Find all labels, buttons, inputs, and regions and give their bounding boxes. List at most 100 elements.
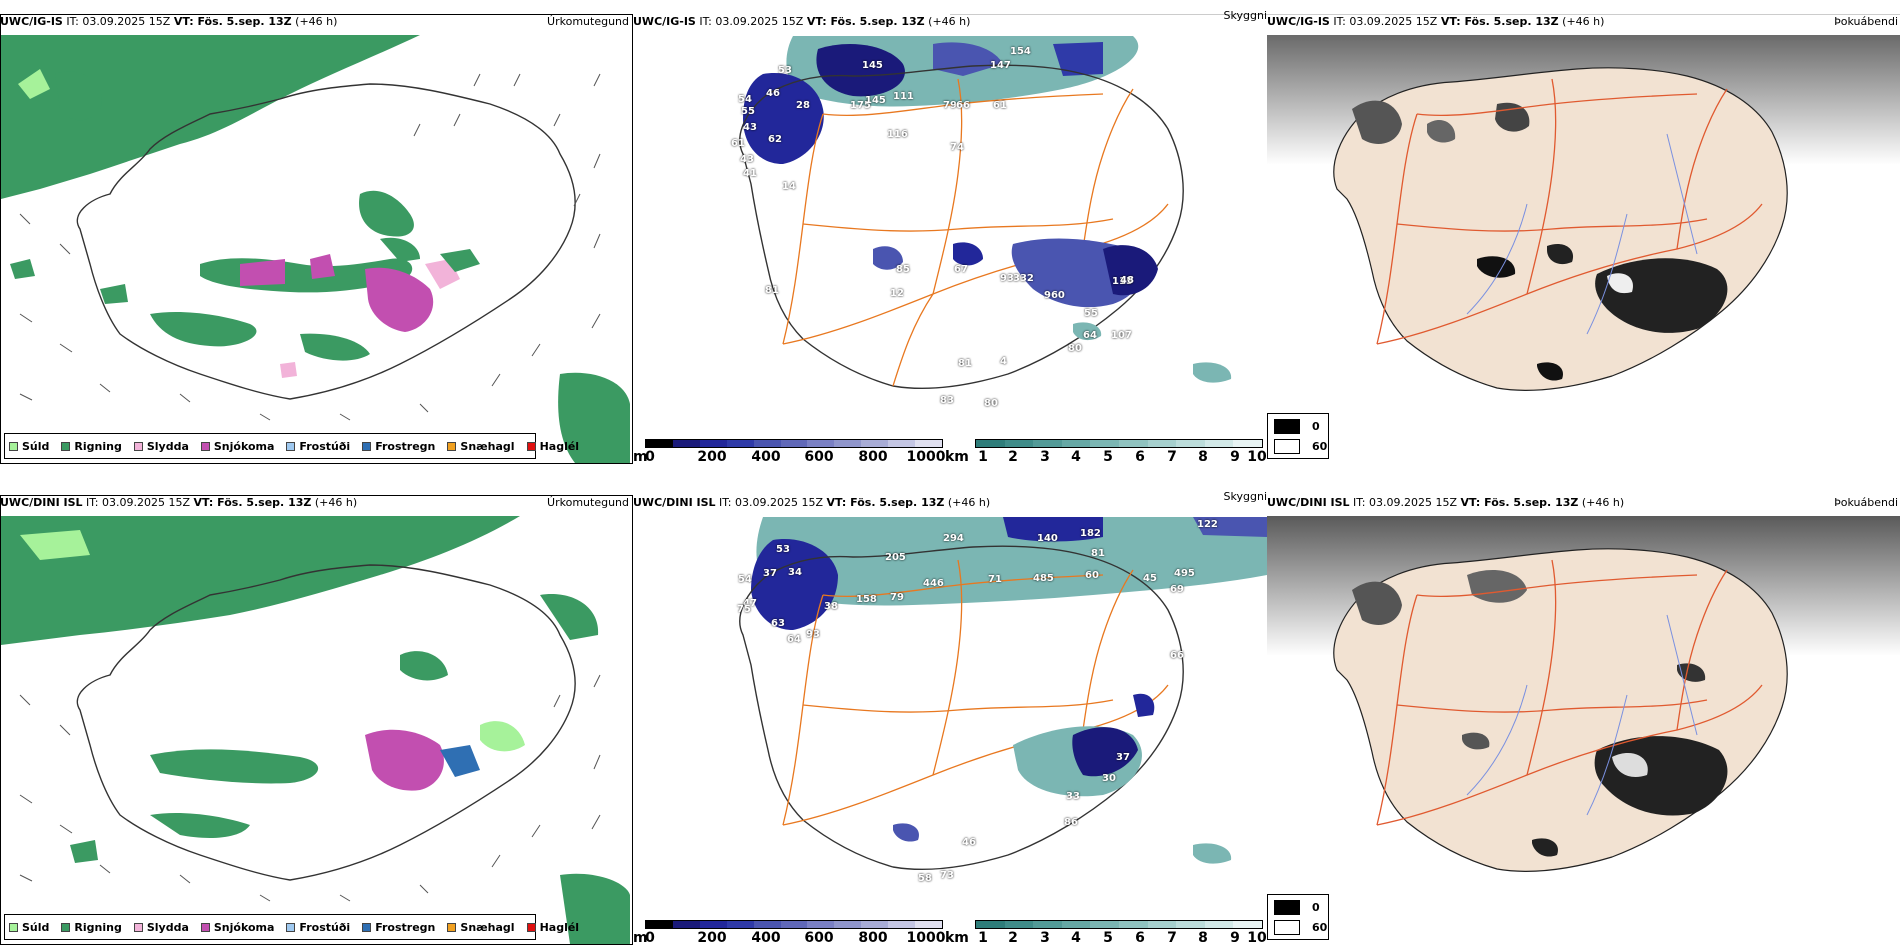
- colorbar-segment: [861, 921, 889, 928]
- fog-swatch: [1274, 900, 1300, 915]
- row2-precip-panel: UWC/DINI ISL IT: 03.09.2025 15Z VT: Fös.…: [0, 495, 633, 945]
- colorbar-segment: [1090, 921, 1119, 928]
- colorbar-segment: [1061, 921, 1091, 928]
- cloudbase-unit: m: [633, 449, 648, 465]
- model-label: UWC/DINI ISL: [1267, 496, 1350, 509]
- visibility-unit: km: [945, 930, 969, 946]
- colorbar-segment: [753, 440, 781, 447]
- fog-map: [1267, 35, 1900, 444]
- colorbar-segment: [915, 440, 942, 447]
- legend-item: Snæhagl: [447, 921, 515, 934]
- legend-item: Rigning: [61, 440, 122, 453]
- lead-time: (+46 h): [928, 15, 971, 28]
- colorbar-segment: [976, 921, 1005, 928]
- top-divider: [950, 14, 1900, 15]
- colorbar-segment: [726, 440, 754, 447]
- cloudbase-bar: [645, 920, 943, 929]
- row2-fog-header: UWC/DINI ISL IT: 03.09.2025 15Z VT: Fös.…: [1267, 495, 1900, 513]
- precip-legend: Súld Rigning Slydda Snjókoma Frostúði Fr…: [4, 914, 579, 940]
- init-time: IT: 03.09.2025 15Z: [699, 15, 804, 28]
- colorbar-segment: [834, 440, 862, 447]
- legend-item: Rigning: [61, 921, 122, 934]
- colorbar-segment: [1147, 921, 1177, 928]
- legend-swatch: [362, 441, 372, 451]
- panel-title: Þokuábendi: [1834, 15, 1898, 28]
- fog-legend: 0 60: [1267, 413, 1329, 459]
- lead-time: (+46 h): [295, 15, 338, 28]
- valid-time: VT: Fös. 5.sep. 13Z: [173, 15, 292, 28]
- colorbar-segment: [1033, 440, 1062, 447]
- model-label: UWC/DINI ISL: [633, 496, 716, 509]
- legend-swatch: [200, 441, 210, 451]
- visibility-colorbar: km 1 2 3 4 5 6 7 8 9 10: [945, 918, 1267, 948]
- valid-time: VT: Fös. 5.sep. 13Z: [1460, 496, 1579, 509]
- colorbar-segment: [1176, 921, 1205, 928]
- legend-swatch: [286, 922, 296, 932]
- colorbar-segment: [915, 921, 942, 928]
- legend-swatch: [9, 441, 18, 451]
- visibility-unit: km: [945, 449, 969, 465]
- legend-swatch: [526, 441, 536, 451]
- colorbar-segment: [861, 440, 889, 447]
- colorbar-segment: [1147, 440, 1177, 447]
- colorbar-segment: [807, 921, 835, 928]
- panel-title: Þokuábendi: [1834, 496, 1898, 509]
- colorbar-segment: [672, 440, 700, 447]
- colorbar-segment: [699, 440, 727, 447]
- row1-precip-header: UWC/IG-IS IT: 03.09.2025 15Z VT: Fös. 5.…: [0, 14, 633, 32]
- fog-legend-row: 0: [1274, 419, 1320, 434]
- colorbar-segment: [1004, 921, 1034, 928]
- colorbar-segment: [1233, 921, 1262, 928]
- legend-swatch: [61, 922, 71, 932]
- legend-item: Frostregn: [362, 921, 435, 934]
- row1-precip-panel: UWC/IG-IS IT: 03.09.2025 15Z VT: Fös. 5.…: [0, 14, 633, 464]
- init-time: IT: 03.09.2025 15Z: [1333, 15, 1438, 28]
- colorbar-segment: [646, 440, 673, 447]
- model-label: UWC/DINI ISL: [0, 496, 83, 509]
- lead-time: (+46 h): [1562, 15, 1605, 28]
- legend-item: Snjókoma: [200, 440, 274, 453]
- colorbar-segment: [780, 921, 808, 928]
- legend-item: Frostúði: [286, 921, 350, 934]
- panel-title: Úrkomutegund: [547, 15, 629, 28]
- cloudbase-bar: [645, 439, 943, 448]
- colorbar-segment: [1233, 440, 1262, 447]
- row2-cloud-header: UWC/DINI ISL IT: 03.09.2025 15Z VT: Fös.…: [633, 490, 1267, 513]
- colorbar-segment: [1118, 921, 1148, 928]
- legend-swatch: [61, 441, 71, 451]
- legend-swatch: [200, 922, 210, 932]
- panel-title: Skyggni: [1223, 490, 1267, 503]
- legend-swatch: [362, 922, 372, 932]
- fog-legend-row: 60: [1274, 920, 1327, 935]
- colorbar-segment: [807, 440, 835, 447]
- colorbar-segment: [726, 921, 754, 928]
- cloud-visibility-map: [633, 35, 1267, 444]
- legend-item: Frostúði: [286, 440, 350, 453]
- row1-fog-panel: UWC/IG-IS IT: 03.09.2025 15Z VT: Fös. 5.…: [1267, 14, 1900, 464]
- row2-precip-header: UWC/DINI ISL IT: 03.09.2025 15Z VT: Fös.…: [0, 495, 633, 513]
- legend-swatch: [133, 922, 143, 932]
- model-label: UWC/IG-IS: [633, 15, 696, 28]
- colorbar-segment: [1118, 440, 1148, 447]
- legend-item: Haglél: [526, 440, 579, 453]
- legend-swatch: [447, 922, 457, 932]
- fog-legend: 0 60: [1267, 894, 1329, 940]
- fog-legend-row: 60: [1274, 439, 1327, 454]
- init-time: IT: 03.09.2025 15Z: [66, 15, 171, 28]
- lead-time: (+46 h): [314, 496, 358, 509]
- row1-cloud-panel: UWC/IG-IS IT: 03.09.2025 15Z VT: Fös. 5.…: [633, 9, 1267, 465]
- row1-fog-header: UWC/IG-IS IT: 03.09.2025 15Z VT: Fös. 5.…: [1267, 14, 1900, 32]
- legend-swatch: [286, 441, 296, 451]
- panel-title: Úrkomutegund: [547, 496, 629, 509]
- colorbar-segment: [1204, 921, 1234, 928]
- colorbar-segment: [646, 921, 673, 928]
- colorbar-segment: [780, 440, 808, 447]
- colorbar-segment: [976, 440, 1005, 447]
- colorbar-segment: [1090, 440, 1119, 447]
- colorbar-segment: [888, 921, 916, 928]
- legend-item: Slydda: [133, 440, 189, 453]
- cloudbase-unit: m: [633, 930, 648, 946]
- fog-legend-row: 0: [1274, 900, 1320, 915]
- panel-title: Skyggni: [1223, 9, 1267, 22]
- colorbar-segment: [672, 921, 700, 928]
